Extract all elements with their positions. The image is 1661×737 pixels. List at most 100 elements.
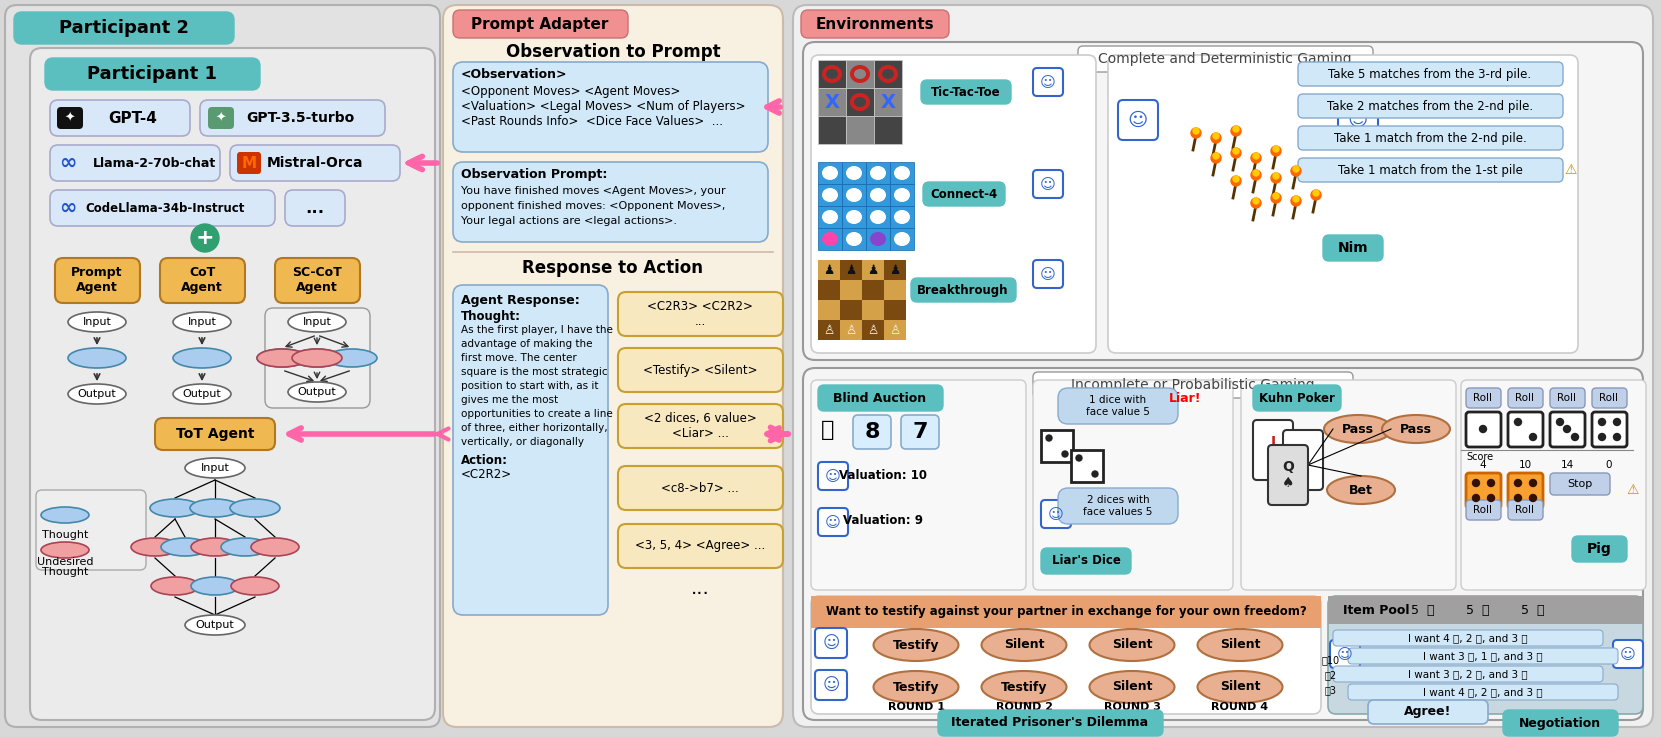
Circle shape [1530, 480, 1536, 486]
Text: ♙: ♙ [867, 324, 879, 337]
Ellipse shape [822, 166, 839, 180]
Text: Observation Prompt:: Observation Prompt: [462, 167, 608, 181]
Ellipse shape [287, 382, 345, 402]
Ellipse shape [822, 188, 839, 202]
Circle shape [1598, 433, 1606, 441]
Text: CodeLlama-34b-Instruct: CodeLlama-34b-Instruct [85, 201, 244, 214]
Text: Complete and Deterministic Gaming: Complete and Deterministic Gaming [1098, 52, 1352, 66]
Text: ☺: ☺ [1347, 111, 1369, 130]
Circle shape [1091, 471, 1098, 477]
Circle shape [1571, 433, 1578, 441]
Text: Q
♠: Q ♠ [1282, 460, 1294, 490]
Bar [817, 60, 845, 88]
FancyBboxPatch shape [854, 415, 890, 449]
Text: Prompt Adapter: Prompt Adapter [472, 16, 608, 32]
FancyBboxPatch shape [1369, 700, 1488, 724]
FancyBboxPatch shape [1252, 385, 1340, 411]
Text: Testify: Testify [892, 638, 938, 652]
FancyBboxPatch shape [1329, 596, 1643, 714]
FancyBboxPatch shape [801, 10, 948, 38]
Text: Input: Input [302, 317, 332, 327]
Ellipse shape [173, 348, 231, 368]
Bar [862, 280, 884, 300]
Ellipse shape [894, 188, 910, 202]
Ellipse shape [982, 671, 1066, 703]
FancyBboxPatch shape [618, 404, 782, 448]
Ellipse shape [151, 577, 199, 595]
Circle shape [1272, 173, 1279, 179]
FancyBboxPatch shape [1297, 62, 1563, 86]
Circle shape [1473, 495, 1480, 501]
FancyBboxPatch shape [811, 596, 1320, 714]
FancyArrowPatch shape [767, 101, 781, 113]
Text: Breakthrough: Breakthrough [917, 284, 1008, 296]
Text: Output: Output [297, 387, 337, 397]
Circle shape [1231, 148, 1241, 158]
Circle shape [1232, 126, 1239, 132]
Text: Silent: Silent [1219, 638, 1261, 652]
Text: ♙: ♙ [845, 324, 857, 337]
Circle shape [1515, 480, 1521, 486]
FancyBboxPatch shape [1571, 536, 1628, 562]
Ellipse shape [845, 166, 862, 180]
Text: GPT-3.5-turbo: GPT-3.5-turbo [246, 111, 354, 125]
Circle shape [1272, 193, 1279, 199]
Bar [862, 320, 884, 340]
FancyBboxPatch shape [1467, 473, 1502, 508]
Text: ☺: ☺ [1040, 267, 1056, 282]
Text: ⚠: ⚠ [1626, 483, 1639, 497]
Bar [817, 320, 840, 340]
Ellipse shape [854, 97, 865, 107]
Text: ☺: ☺ [1619, 646, 1636, 662]
Circle shape [1251, 198, 1261, 208]
Bar [817, 280, 840, 300]
FancyBboxPatch shape [50, 190, 276, 226]
FancyBboxPatch shape [938, 710, 1163, 736]
FancyBboxPatch shape [920, 80, 1012, 104]
Bar [874, 60, 902, 88]
Text: 8: 8 [864, 422, 880, 442]
Bar [862, 300, 884, 320]
Text: Llama-2-70b-chat: Llama-2-70b-chat [93, 156, 216, 170]
Text: Mistral-Orca: Mistral-Orca [267, 156, 364, 170]
Ellipse shape [68, 312, 126, 332]
Ellipse shape [257, 349, 307, 367]
FancyBboxPatch shape [1508, 500, 1543, 520]
Circle shape [1213, 133, 1219, 139]
FancyBboxPatch shape [1508, 388, 1543, 408]
Text: J
♥: J ♥ [1267, 435, 1279, 465]
Ellipse shape [131, 538, 179, 556]
Circle shape [1211, 153, 1221, 163]
Text: 7: 7 [912, 422, 928, 442]
Text: Negotiation: Negotiation [1518, 716, 1601, 730]
FancyBboxPatch shape [1297, 158, 1563, 182]
Circle shape [1232, 148, 1239, 154]
Bar [842, 184, 865, 206]
Text: ♙: ♙ [889, 324, 900, 337]
FancyBboxPatch shape [50, 145, 219, 181]
FancyBboxPatch shape [208, 107, 234, 129]
Text: Testify: Testify [892, 680, 938, 694]
Ellipse shape [850, 65, 870, 83]
Text: ToT Agent: ToT Agent [176, 427, 254, 441]
Text: Thought: Thought [42, 567, 88, 577]
Ellipse shape [1327, 476, 1395, 504]
Text: ♟: ♟ [845, 264, 857, 276]
Ellipse shape [870, 188, 885, 202]
Bar [874, 116, 902, 144]
Text: ☺: ☺ [1128, 111, 1148, 130]
Text: Roll: Roll [1515, 393, 1535, 403]
Text: Valuation: 10: Valuation: 10 [839, 469, 927, 481]
Ellipse shape [231, 577, 279, 595]
Bar [840, 300, 862, 320]
Text: Input: Input [201, 463, 229, 473]
Text: ☺: ☺ [1040, 176, 1056, 192]
Text: Pig: Pig [1586, 542, 1611, 556]
Text: ...: ... [306, 199, 324, 217]
Ellipse shape [822, 210, 839, 224]
FancyBboxPatch shape [453, 162, 767, 242]
FancyBboxPatch shape [1252, 420, 1292, 480]
Text: Connect-4: Connect-4 [930, 187, 998, 200]
Bar [811, 596, 1320, 628]
FancyBboxPatch shape [1508, 473, 1543, 508]
